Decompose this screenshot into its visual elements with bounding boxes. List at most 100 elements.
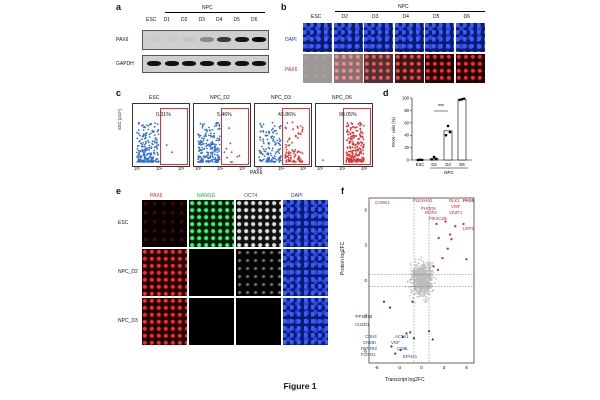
facs-event-dot	[152, 157, 154, 159]
facs-event-dot	[345, 125, 348, 128]
facs-event-dot	[288, 152, 290, 155]
scatter-point	[431, 290, 433, 293]
down-gene-label: COBL	[397, 346, 409, 351]
facs-event-dot	[259, 122, 262, 125]
facs-event-dot	[292, 128, 294, 131]
facs-event-dot	[294, 149, 297, 151]
facs-event-dot	[297, 155, 300, 158]
facs-event-dot	[137, 155, 139, 157]
facs-event-dot	[136, 151, 138, 154]
panel-e-image-tile	[142, 249, 187, 296]
scatter-point	[426, 283, 429, 285]
facs-event-dot	[145, 154, 148, 156]
scatter-point	[425, 298, 427, 301]
scatter-point	[409, 267, 412, 270]
y-tick-label: 0	[407, 158, 410, 163]
panel-b-column-label: D4	[402, 14, 409, 20]
facs-event-dot	[297, 150, 299, 153]
facs-event-dot	[353, 126, 356, 129]
facs-event-dot	[270, 154, 273, 157]
down-gene-label: PPP1R1B	[355, 314, 372, 319]
up-gene-label: PAX6	[463, 198, 475, 203]
facs-event-dot	[269, 152, 272, 155]
pax6-image-tile	[333, 54, 363, 83]
scatter-point	[426, 273, 428, 275]
x-tick-label: 3	[443, 365, 446, 370]
up-regulated-point	[435, 222, 438, 226]
facs-event-dot	[355, 129, 358, 132]
facs-event-dot	[217, 128, 219, 130]
facs-event-dot	[353, 134, 355, 137]
facs-event-dot	[262, 142, 265, 145]
panel-e-letter: e	[116, 186, 122, 196]
facs-event-dot	[351, 149, 353, 152]
facs-event-dot	[201, 127, 204, 129]
scatter-point	[415, 265, 417, 268]
facs-event-dot	[137, 145, 140, 147]
scatter-point	[430, 282, 432, 285]
facs-gate	[282, 108, 310, 165]
facs-event-dot	[287, 156, 290, 159]
facs-event-dot	[149, 155, 151, 158]
facs-event-dot	[266, 157, 269, 160]
scatter-point	[429, 279, 431, 282]
facs-event-dot	[155, 158, 158, 161]
facs-event-dot	[277, 148, 280, 151]
facs-event-dot	[362, 158, 365, 161]
scatter-point	[429, 265, 431, 268]
facs-event-dot	[143, 126, 145, 129]
up-regulated-point	[465, 258, 468, 261]
data-point	[462, 97, 466, 100]
pax6-band	[234, 37, 249, 42]
scatter-point	[426, 293, 429, 295]
facs-event-dot	[155, 146, 158, 149]
data-point	[446, 124, 450, 128]
facs-event-dot	[141, 135, 144, 138]
facs-event-dot	[150, 152, 152, 155]
facs-event-dot	[361, 156, 364, 159]
facs-event-dot	[349, 133, 352, 136]
x-tick-label: -3	[397, 365, 401, 370]
x-tick-label: 0	[420, 365, 423, 370]
facs-event-dot	[209, 134, 212, 137]
facs-event-dot	[147, 152, 150, 155]
facs-event-dot	[136, 148, 139, 150]
up-gene-label: DLK1	[449, 198, 460, 203]
scatter-point	[418, 282, 421, 285]
facs-event-dot	[270, 129, 273, 131]
pax6-band	[217, 37, 231, 42]
scatter-point	[427, 266, 429, 268]
facs-event-dot	[285, 143, 287, 146]
up-regulated-point	[444, 220, 447, 223]
scatter-point	[412, 274, 415, 276]
down-regulated-point	[382, 300, 386, 303]
blot-label-gapdh: GAPDH	[116, 61, 134, 67]
panel-e-image-tile	[142, 200, 187, 247]
data-point	[460, 97, 464, 101]
facs-event-dot	[143, 153, 146, 156]
pax6-image-tile	[364, 54, 393, 83]
scatter-point	[410, 277, 412, 280]
panel-b-group-line	[335, 11, 485, 12]
scatter-point	[411, 290, 414, 292]
scatter-point	[429, 284, 431, 287]
down-regulated-point	[394, 352, 397, 355]
facs-event-dot	[267, 154, 270, 156]
scatter-point	[428, 286, 431, 289]
up-gene-label: CAMK1	[375, 200, 390, 205]
panel-d-chart: 0 20 40 60 80 100 ESC D2 D3 D6 *** NPC	[402, 96, 472, 175]
facs-event-dot	[147, 125, 150, 127]
scatter-point	[419, 273, 421, 275]
panel-e-image-tile	[283, 249, 328, 296]
facs-event-dot	[137, 132, 140, 135]
facs-event-dot	[299, 151, 302, 154]
facs-event-dot	[154, 137, 157, 140]
scatter-point	[427, 298, 429, 300]
facs-event-dot	[137, 123, 140, 125]
category-label: ESC	[416, 162, 425, 167]
scatter-point	[424, 278, 427, 280]
data-point	[418, 158, 422, 161]
facs-event-dot	[355, 152, 357, 155]
facs-event-dot	[217, 139, 220, 142]
scatter-point	[420, 290, 422, 292]
